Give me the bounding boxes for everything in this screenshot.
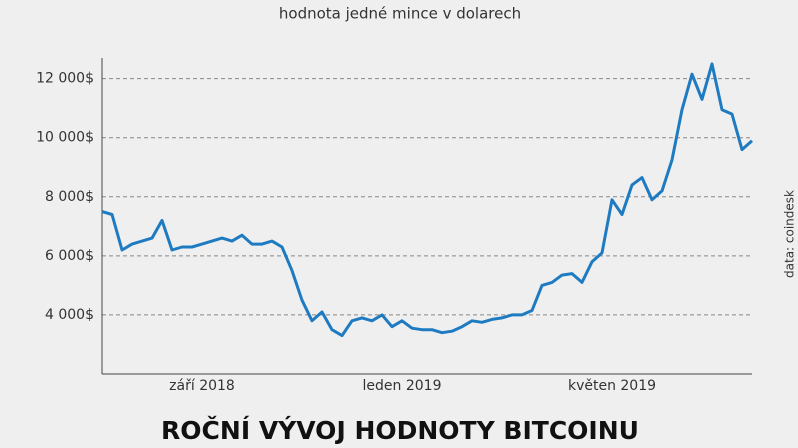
y-tick-label: 4 000$: [45, 307, 94, 323]
y-tick-label: 12 000$: [36, 71, 94, 87]
source: data: coindesk: [783, 190, 797, 278]
y-tick-label: 6 000$: [45, 248, 94, 264]
chart-title: ROČNÍ VÝVOJ HODNOTY BITCOINU: [161, 415, 639, 445]
line: [101, 62, 753, 338]
x-tick-label: září 2018: [169, 378, 235, 394]
x-tick-label: leden 2019: [363, 378, 442, 394]
y-tick-label: 10 000$: [36, 130, 94, 146]
y-tick-label: 8 000$: [45, 189, 94, 205]
x-tick-label: květen 2019: [568, 378, 656, 394]
chart-subtitle: hodnota jedné mince v dolarech: [279, 5, 521, 23]
